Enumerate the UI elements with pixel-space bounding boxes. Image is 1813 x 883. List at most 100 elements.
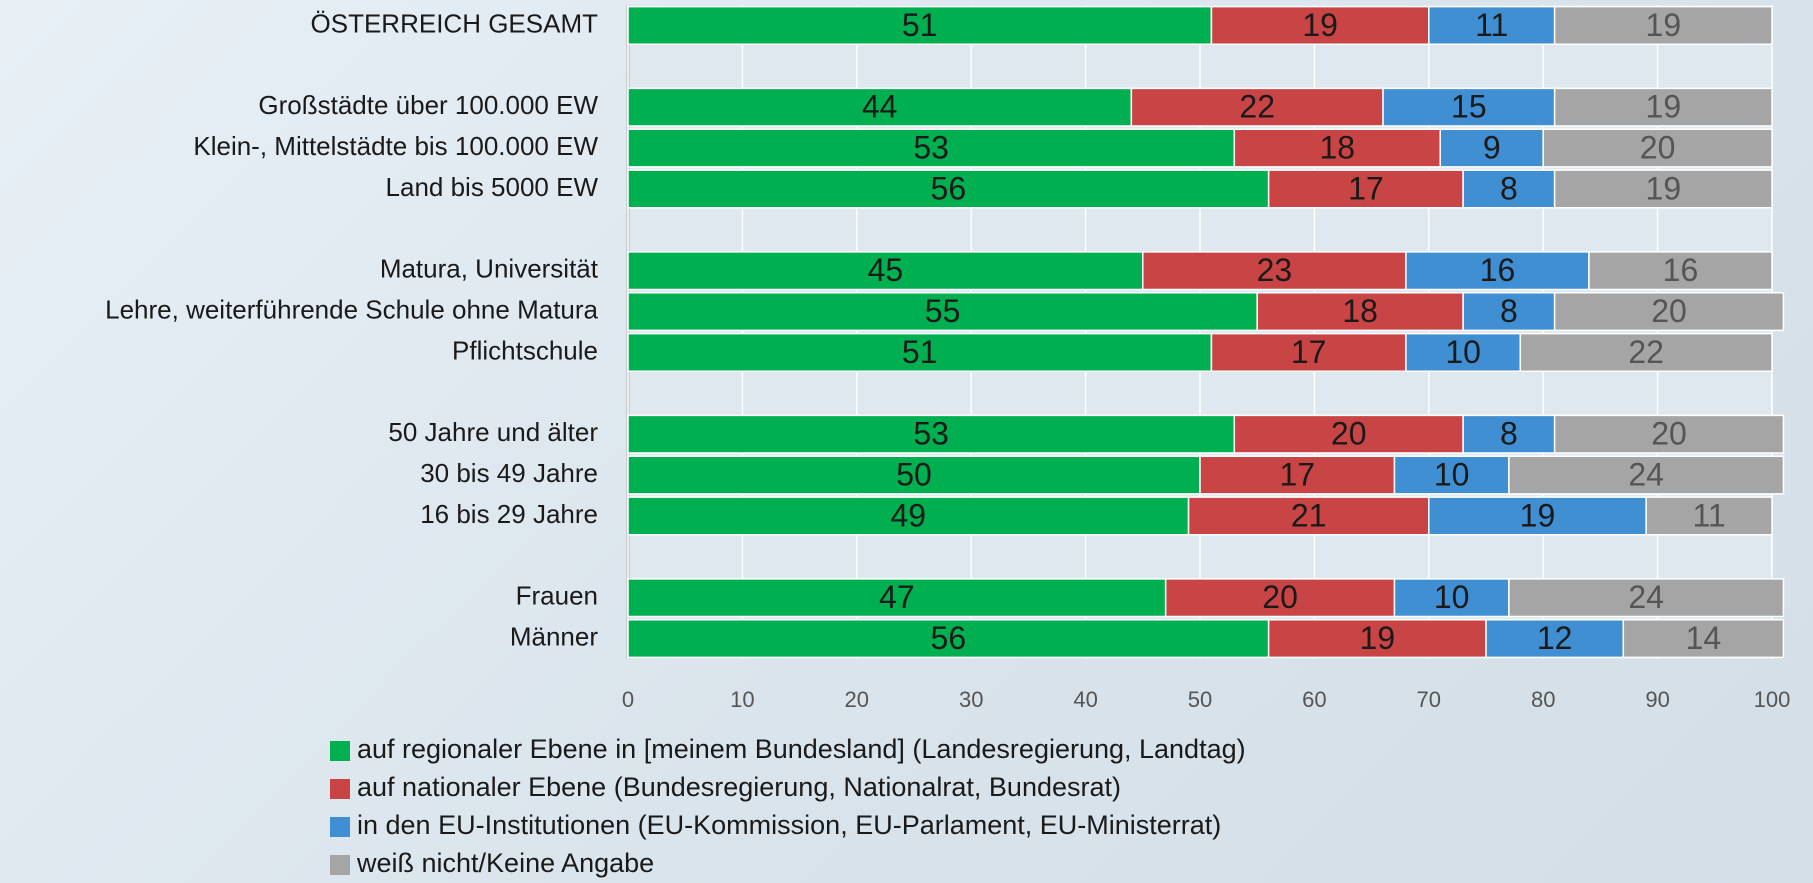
x-tick-label: 80	[1531, 687, 1555, 712]
data-label: 45	[868, 252, 904, 288]
data-label: 17	[1279, 457, 1315, 493]
bar-segment	[1405, 332, 1522, 372]
x-tick-label: 70	[1417, 687, 1441, 712]
data-label: 24	[1628, 457, 1664, 493]
data-label: 22	[1239, 89, 1275, 125]
bar-segment	[1553, 5, 1773, 45]
bar-segment	[1645, 496, 1773, 536]
data-label: 19	[1360, 620, 1396, 656]
bar-segment	[1542, 128, 1773, 168]
category-label: Großstädte über 100.000 EW	[258, 90, 598, 120]
bar-segment	[627, 578, 1167, 618]
data-label: 19	[1646, 89, 1682, 125]
x-tick-label: 90	[1645, 687, 1669, 712]
bar-segment	[1508, 578, 1785, 618]
bar-segment	[1553, 169, 1773, 209]
data-label: 22	[1628, 334, 1664, 370]
data-label: 51	[902, 7, 938, 43]
category-label: 50 Jahre und älter	[388, 417, 598, 447]
category-label: 30 bis 49 Jahre	[420, 458, 598, 488]
data-label: 20	[1262, 579, 1298, 615]
bar-segment	[627, 619, 1270, 659]
bar-segment	[1519, 332, 1773, 372]
category-label: Klein-, Mittelstädte bis 100.000 EW	[193, 131, 598, 161]
data-label: 19	[1646, 170, 1682, 206]
data-label: 51	[902, 334, 938, 370]
data-label: 55	[925, 293, 961, 329]
x-tick-label: 0	[622, 687, 634, 712]
x-tick-label: 60	[1302, 687, 1326, 712]
x-tick-label: 10	[730, 687, 754, 712]
category-label: ÖSTERREICH GESAMT	[311, 8, 599, 38]
bar-segment	[1553, 414, 1785, 454]
data-label: 20	[1640, 130, 1676, 166]
data-label: 56	[931, 620, 967, 656]
data-label: 11	[1475, 7, 1508, 43]
category-label: Pflichtschule	[452, 335, 598, 365]
data-label: 44	[862, 89, 898, 125]
data-label: 20	[1651, 416, 1687, 452]
data-label: 19	[1302, 7, 1338, 43]
legend-label: in den EU-Institutionen (EU-Kommission, …	[357, 810, 1221, 840]
data-label: 14	[1686, 620, 1722, 656]
bar-segment	[1142, 251, 1407, 291]
bar-segment	[1462, 292, 1556, 332]
data-label: 16	[1663, 252, 1699, 288]
legend-swatch	[330, 855, 350, 875]
category-label: Matura, Universität	[380, 254, 599, 284]
data-label: 53	[913, 130, 949, 166]
data-label: 19	[1646, 7, 1682, 43]
bar-segment	[1439, 128, 1544, 168]
data-label: 16	[1480, 252, 1516, 288]
bar-segment	[1553, 87, 1773, 127]
bar-segment	[627, 251, 1144, 291]
bar-segment	[627, 128, 1236, 168]
x-tick-label: 30	[959, 687, 983, 712]
legend-swatch	[330, 779, 350, 799]
data-label: 19	[1520, 497, 1556, 533]
bar-segment	[1553, 292, 1785, 332]
data-label: 17	[1348, 170, 1384, 206]
x-tick-label: 40	[1073, 687, 1097, 712]
legend-swatch	[330, 817, 350, 837]
data-label: 15	[1451, 89, 1487, 125]
data-label: 49	[890, 497, 926, 533]
category-label: Lehre, weiterführende Schule ohne Matura	[105, 294, 598, 324]
bar-segment	[627, 414, 1236, 454]
data-label: 8	[1500, 293, 1518, 329]
data-label: 18	[1319, 130, 1355, 166]
x-tick-label: 100	[1754, 687, 1791, 712]
bar-segment	[627, 292, 1258, 332]
data-label: 9	[1483, 130, 1501, 166]
data-label: 18	[1342, 293, 1378, 329]
legend-swatch	[330, 741, 350, 761]
bar-segment	[627, 169, 1270, 209]
bar-segment	[1130, 87, 1384, 127]
category-label: Frauen	[516, 581, 598, 611]
bar-segment	[1164, 578, 1396, 618]
data-label: 8	[1500, 170, 1518, 206]
legend-label: weiß nicht/Keine Angabe	[356, 848, 654, 878]
data-label: 17	[1291, 334, 1327, 370]
bar-segment	[1267, 169, 1464, 209]
data-label: 47	[879, 579, 915, 615]
bar-segment	[1382, 87, 1556, 127]
bar-segment	[1187, 496, 1430, 536]
bar-segment	[1622, 619, 1785, 659]
bar-segment	[1393, 455, 1510, 495]
category-label: Männer	[510, 621, 598, 651]
bar-segment	[1428, 496, 1647, 536]
x-tick-label: 20	[845, 687, 869, 712]
data-label: 23	[1257, 252, 1293, 288]
data-label: 20	[1651, 293, 1687, 329]
data-label: 50	[896, 457, 932, 493]
bar-segment	[1508, 455, 1785, 495]
data-label: 53	[913, 416, 949, 452]
bar-segment	[627, 455, 1201, 495]
category-label: 16 bis 29 Jahre	[420, 499, 598, 529]
x-tick-label: 50	[1188, 687, 1212, 712]
legend-label: auf nationaler Ebene (Bundesregierung, N…	[357, 772, 1121, 802]
data-label: 8	[1500, 416, 1518, 452]
data-label: 10	[1434, 579, 1470, 615]
